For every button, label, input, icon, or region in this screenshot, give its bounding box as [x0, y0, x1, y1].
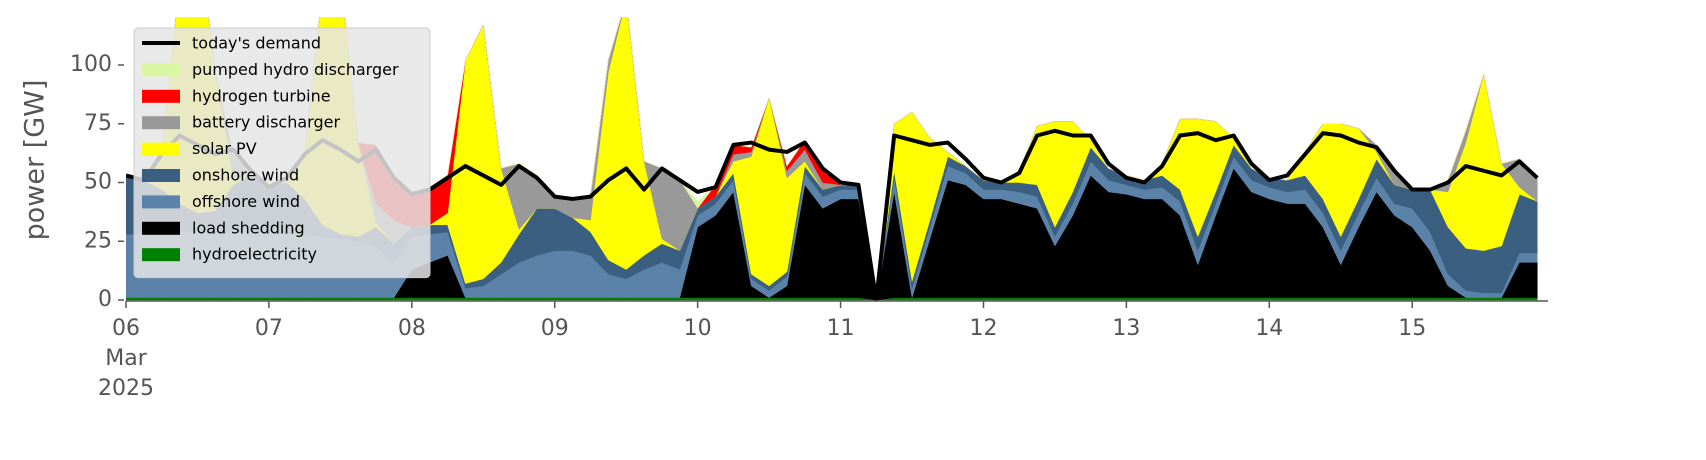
legend-label: battery discharger: [192, 113, 340, 132]
y-axis-label: power [GW]: [20, 80, 51, 241]
x-tick-label: 06 Mar 2025: [98, 316, 154, 401]
y-tick-label: 100: [70, 52, 112, 77]
x-tick-label: 12: [969, 316, 997, 341]
x-tick-label-line: 06: [112, 316, 140, 341]
x-tick-label: 14: [1255, 316, 1283, 341]
x-tick-label: 08: [398, 316, 426, 341]
legend-label: pumped hydro discharger: [192, 60, 399, 79]
y-tick-label: 0: [98, 287, 112, 312]
x-tick-label: 10: [684, 316, 712, 341]
legend-label: load shedding: [192, 218, 305, 237]
legend-swatch: [142, 195, 180, 209]
legend-label: hydroelectricity: [192, 245, 317, 264]
x-tick-label: 11: [827, 316, 855, 341]
legend-label: hydrogen turbine: [192, 86, 331, 105]
legend-swatch: [142, 116, 180, 130]
legend-box: [133, 27, 431, 279]
y-tick-label: 25: [84, 228, 112, 253]
legend-label: onshore wind: [192, 166, 299, 185]
legend-swatch: [142, 89, 180, 103]
x-tick-label: 07: [255, 316, 283, 341]
y-tick-label: 75: [84, 111, 112, 136]
x-tick-label-line: Mar: [105, 346, 147, 371]
legend-swatch: [142, 63, 180, 77]
x-tick-label: 13: [1112, 316, 1140, 341]
legend-swatch: [142, 142, 180, 156]
legend-label: offshore wind: [192, 192, 300, 211]
legend-swatch: [142, 248, 180, 262]
x-tick-label: 15: [1398, 316, 1426, 341]
legend-swatch: [142, 169, 180, 182]
legend: today's demand pumped hydro discharger hyd…: [133, 27, 431, 279]
y-tick-label: 50: [84, 170, 112, 195]
legend-swatch: [142, 221, 180, 235]
x-tick-label: 09: [541, 316, 569, 341]
legend-label: solar PV: [192, 139, 257, 158]
axes: 0 25 50 75 100 06 Mar 2025 07 08 09 10 11 12 13 14 15: [70, 52, 1548, 401]
x-tick-label-line: 2025: [98, 376, 154, 401]
area: [126, 297, 1538, 301]
legend-label: today's demand: [192, 34, 321, 53]
plot-area: [126, 17, 1539, 301]
